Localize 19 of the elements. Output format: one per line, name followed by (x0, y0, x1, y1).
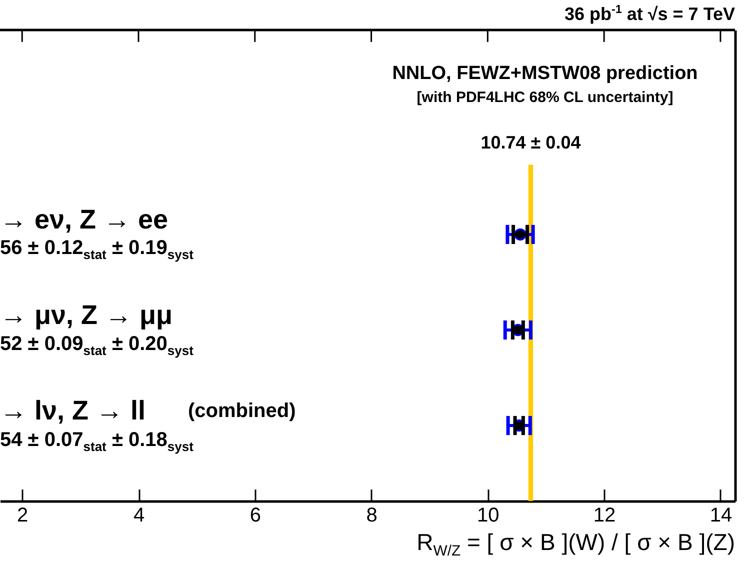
annotation: 52 ± 0.09$_{stat}$ ± 0.20$_{syst}$ (0, 332, 194, 358)
x-axis-title: R$_{W/Z}$ = [ σ × B ](W) / [ σ × B ](Z) (416, 529, 735, 560)
band-label: 10.74 ± 0.04 (480, 132, 581, 153)
x-tick-label: 2 (17, 504, 28, 526)
annotation: 54 ± 0.07$_{stat}$ ± 0.18$_{syst}$ (0, 428, 194, 454)
text: 36 pb$^{-1}$ at √s = 7 TeV (564, 3, 735, 24)
x-tick-label: 4 (133, 504, 145, 526)
chart-title: NNLO, FEWZ+MSTW08 prediction (392, 63, 698, 84)
y-tick-label: → μν, Z → μμ (0, 300, 173, 330)
y-tick-label: → lν, Z → ll (0, 396, 146, 426)
y-tick-label: → eν, Z → ee (0, 204, 168, 234)
x-tick-label: 14 (710, 504, 732, 526)
x-tick-label: 12 (593, 504, 616, 526)
annotation: (combined) (188, 400, 296, 422)
x-tick-label: 6 (250, 504, 261, 526)
x-tick-label: 8 (366, 504, 378, 526)
x-tick-label: 10 (477, 504, 500, 526)
chart-subtitle: [with PDF4LHC 68% CL uncertainty] (416, 89, 674, 106)
annotation: 56 ± 0.12$_{stat}$ ± 0.19$_{syst}$ (0, 237, 194, 262)
